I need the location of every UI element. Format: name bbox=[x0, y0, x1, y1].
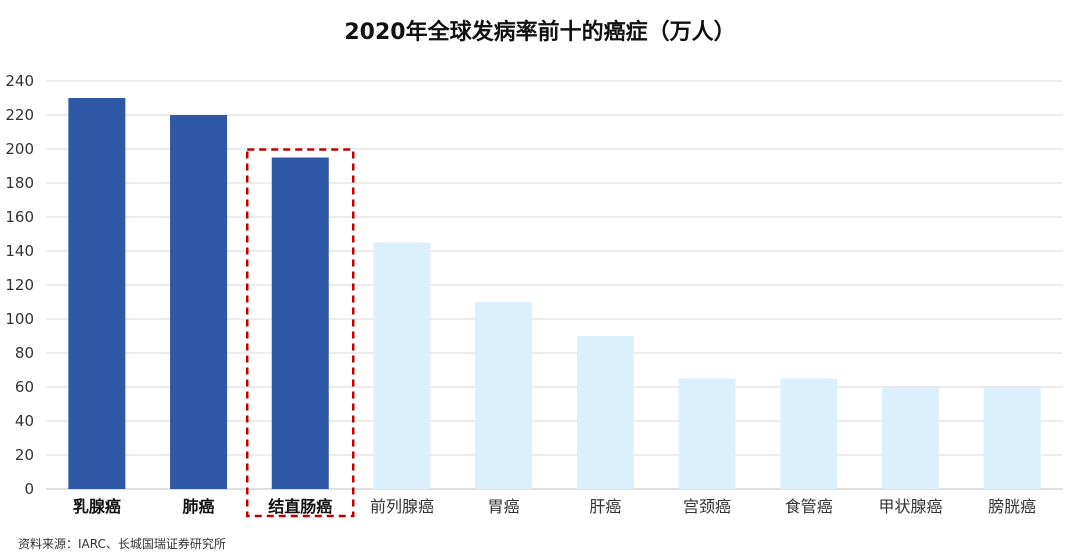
x-category-label: 前列腺癌 bbox=[370, 497, 434, 516]
x-category-label: 甲状腺癌 bbox=[878, 497, 942, 516]
x-category-label: 乳腺癌 bbox=[73, 497, 121, 516]
x-category-label: 宫颈癌 bbox=[683, 497, 731, 516]
bar bbox=[780, 378, 838, 489]
y-tick-label: 0 bbox=[24, 480, 34, 498]
source-note: 资料来源：IARC、长城国瑞证券研究所 bbox=[18, 537, 226, 551]
bar bbox=[983, 387, 1041, 489]
bar bbox=[881, 387, 939, 489]
bar bbox=[576, 336, 634, 489]
x-category-label: 食管癌 bbox=[785, 497, 833, 516]
y-tick-label: 160 bbox=[5, 208, 34, 226]
y-tick-label: 140 bbox=[5, 242, 34, 260]
bar bbox=[373, 242, 431, 489]
y-tick-label: 220 bbox=[5, 106, 34, 124]
highlight-box bbox=[246, 148, 355, 518]
y-tick-label: 180 bbox=[5, 174, 34, 192]
x-category-label: 膀胱癌 bbox=[988, 497, 1036, 516]
y-tick-label: 20 bbox=[15, 446, 34, 464]
x-category-label: 结直肠癌 bbox=[267, 497, 332, 516]
y-tick-label: 80 bbox=[15, 344, 34, 362]
bar bbox=[678, 378, 736, 489]
bar bbox=[68, 98, 126, 489]
y-tick-label: 40 bbox=[15, 412, 34, 430]
y-tick-label: 100 bbox=[5, 310, 34, 328]
y-tick-label: 200 bbox=[5, 140, 34, 158]
y-tick-label: 240 bbox=[5, 72, 34, 90]
x-category-label: 肝癌 bbox=[589, 497, 621, 516]
y-tick-label: 120 bbox=[5, 276, 34, 294]
chart-title: 2020年全球发病率前十的癌症（万人） bbox=[344, 20, 736, 45]
bar-chart: 0 20 40 60 80 100 120 140 160 180 200 220 240 乳腺癌 肺癌 结直… bbox=[5, 72, 1063, 518]
bar bbox=[170, 115, 228, 489]
bar bbox=[271, 157, 329, 489]
x-category-label: 肺癌 bbox=[183, 497, 215, 516]
x-category-label: 胃癌 bbox=[488, 497, 520, 516]
y-tick-label: 60 bbox=[15, 378, 34, 396]
bar bbox=[475, 302, 533, 489]
